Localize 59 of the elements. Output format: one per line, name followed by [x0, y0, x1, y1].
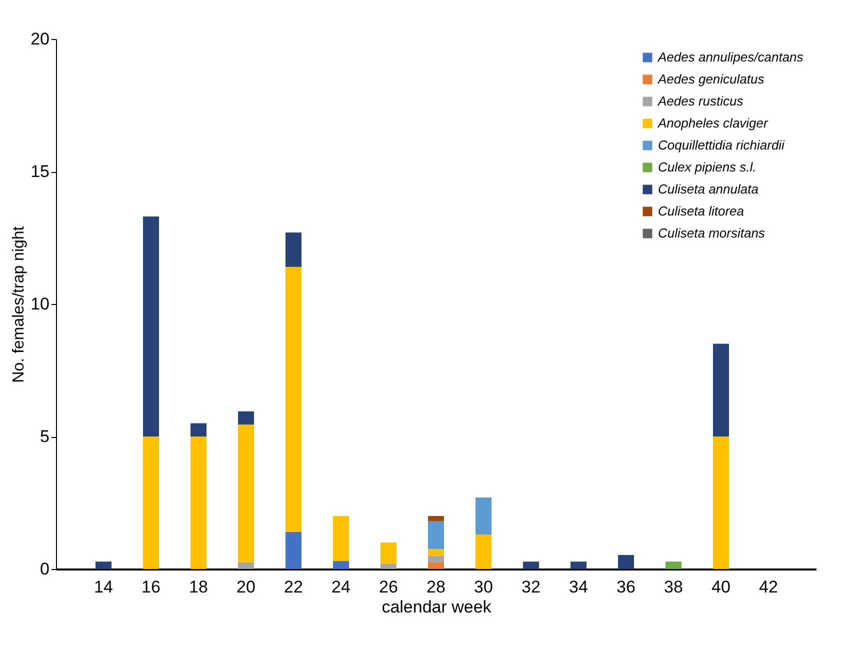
- x-tick-label: 14: [94, 578, 113, 596]
- bar: [238, 562, 254, 569]
- x-tick-label: 40: [712, 578, 730, 596]
- bar: [523, 562, 539, 569]
- x-axis-title: calendar week: [382, 598, 492, 616]
- legend-label: Culiseta annulata: [658, 182, 758, 196]
- bar: [238, 424, 254, 562]
- bar: [428, 516, 444, 522]
- bar: [286, 266, 302, 532]
- legend-label: Culiseta morsitans: [658, 226, 766, 240]
- bar: [713, 436, 729, 569]
- bar: [333, 561, 349, 569]
- x-tick-label: 36: [616, 578, 636, 596]
- bar: [428, 562, 444, 569]
- legend-label: Culex pipiens s.l.: [658, 160, 756, 174]
- legend-label: Culiseta litorea: [658, 204, 744, 218]
- legend-label: Aedes annulipes/cantans: [657, 50, 804, 64]
- bar: [286, 532, 302, 569]
- bar: [476, 497, 492, 535]
- legend-label: Aedes rusticus: [657, 94, 744, 108]
- bar: [476, 534, 492, 569]
- x-tick-label: 32: [522, 578, 540, 596]
- bar: [143, 216, 159, 436]
- x-tick-label: 22: [284, 578, 303, 596]
- x-tick-label: 20: [236, 578, 256, 596]
- x-tick-label: 16: [142, 578, 160, 596]
- bar: [286, 232, 302, 267]
- bar: [238, 411, 254, 425]
- x-tick-label: 24: [332, 578, 350, 596]
- y-tick-label: 5: [40, 427, 50, 446]
- bar: [333, 516, 349, 562]
- x-tick-label: 42: [759, 578, 778, 596]
- x-tick-label: 38: [664, 578, 683, 596]
- bar: [96, 562, 112, 569]
- bar: [190, 423, 206, 436]
- x-tick-label: 34: [569, 578, 588, 596]
- x-tick-label: 26: [379, 578, 398, 596]
- bar: [428, 556, 444, 562]
- x-tick-label: 18: [189, 578, 208, 596]
- bar: [570, 562, 586, 569]
- bar: [618, 554, 634, 569]
- bar: [428, 549, 444, 556]
- bar: [666, 562, 682, 569]
- x-tick-label: 28: [426, 578, 446, 596]
- bar: [190, 436, 206, 569]
- y-tick-label: 0: [40, 560, 50, 578]
- legend-label: Anopheles claviger: [657, 116, 769, 130]
- y-tick-label: 20: [30, 30, 50, 48]
- bar: [143, 436, 159, 569]
- y-tick-label: 15: [30, 162, 50, 181]
- y-axis-title: No. females/trap night: [10, 226, 28, 383]
- bar: [380, 542, 396, 564]
- x-tick-label: 30: [474, 578, 493, 596]
- legend-label: Aedes geniculatus: [657, 72, 765, 86]
- bar: [428, 521, 444, 550]
- y-tick-label: 10: [30, 294, 50, 314]
- bar: [713, 344, 729, 436]
- bar: [380, 564, 396, 569]
- legend-label: Coquillettidia richiardii: [658, 138, 786, 152]
